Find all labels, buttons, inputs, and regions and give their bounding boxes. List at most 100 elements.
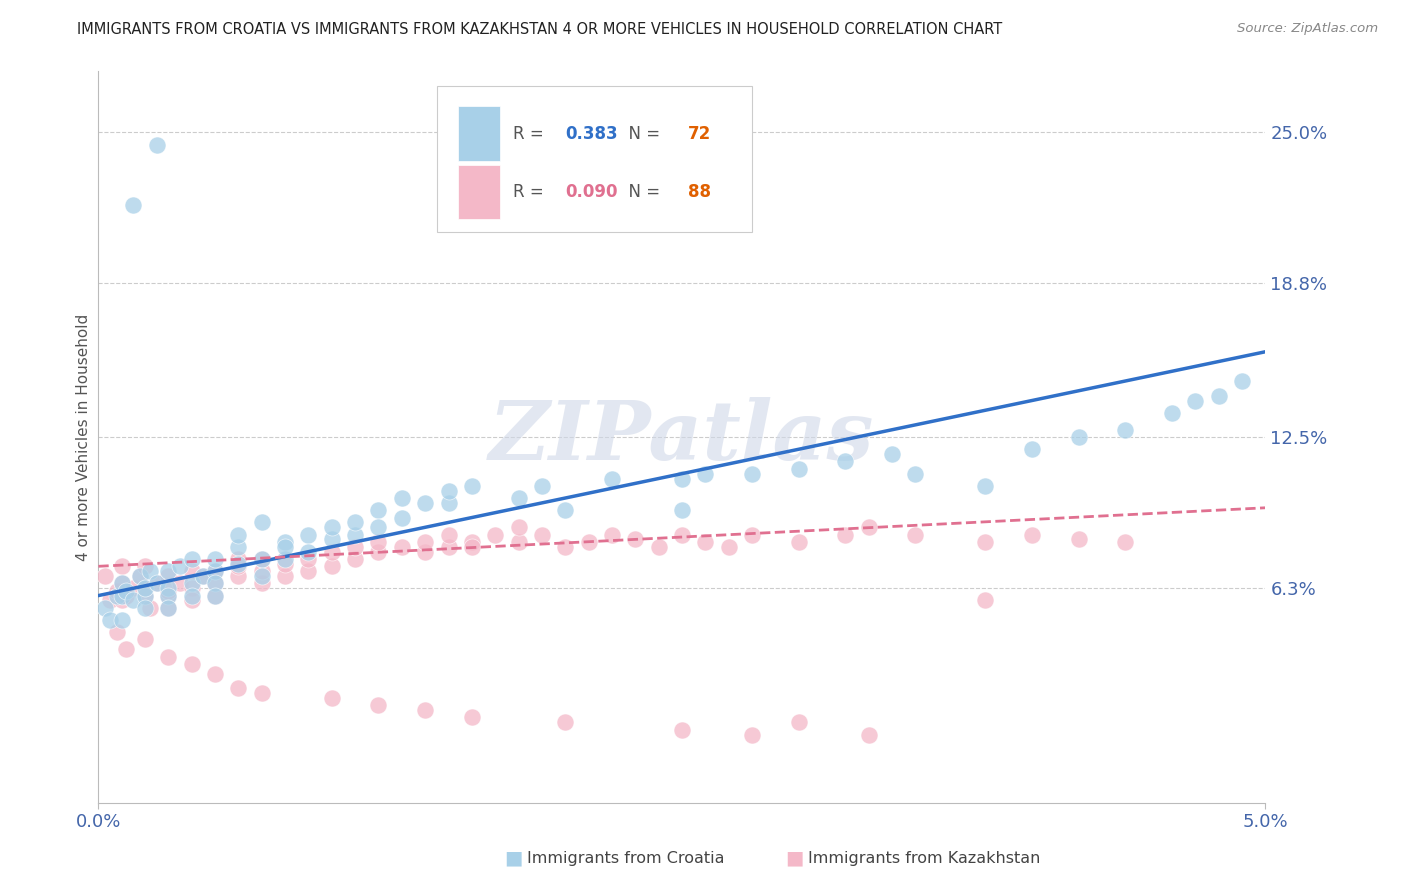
- Point: [250, 552, 273, 566]
- Point: [139, 564, 162, 578]
- Point: [787, 462, 810, 476]
- Point: [180, 589, 202, 603]
- Point: [391, 491, 413, 505]
- Point: [880, 447, 903, 461]
- Point: [111, 559, 134, 574]
- Point: [129, 569, 152, 583]
- Point: [413, 703, 436, 717]
- Point: [98, 593, 121, 607]
- Point: [250, 576, 273, 591]
- Point: [122, 198, 145, 212]
- Point: [228, 569, 250, 583]
- Point: [157, 600, 180, 615]
- Text: ZIPatlas: ZIPatlas: [489, 397, 875, 477]
- Point: [834, 454, 856, 468]
- Point: [321, 520, 343, 534]
- Point: [1067, 430, 1090, 444]
- Point: [134, 581, 156, 595]
- Text: IMMIGRANTS FROM CROATIA VS IMMIGRANTS FROM KAZAKHSTAN 4 OR MORE VEHICLES IN HOUS: IMMIGRANTS FROM CROATIA VS IMMIGRANTS FR…: [77, 22, 1002, 37]
- Point: [204, 564, 226, 578]
- Point: [554, 715, 576, 730]
- Point: [1021, 527, 1043, 541]
- Point: [391, 510, 413, 524]
- Text: Immigrants from Kazakhstan: Immigrants from Kazakhstan: [808, 851, 1040, 865]
- Point: [169, 559, 191, 574]
- FancyBboxPatch shape: [458, 106, 501, 161]
- Point: [647, 540, 669, 554]
- Point: [413, 496, 436, 510]
- Point: [974, 593, 997, 607]
- Point: [367, 698, 389, 713]
- Point: [391, 540, 413, 554]
- Point: [344, 540, 367, 554]
- Point: [250, 552, 273, 566]
- Point: [834, 527, 856, 541]
- Text: 0.383: 0.383: [565, 125, 617, 143]
- Point: [105, 583, 128, 598]
- Point: [111, 576, 134, 591]
- Point: [180, 657, 202, 671]
- Point: [228, 552, 250, 566]
- Point: [974, 479, 997, 493]
- Point: [367, 535, 389, 549]
- Point: [228, 557, 250, 571]
- Point: [578, 535, 600, 549]
- Point: [105, 625, 128, 640]
- Point: [250, 569, 273, 583]
- Point: [671, 527, 693, 541]
- Point: [321, 559, 343, 574]
- Point: [204, 564, 226, 578]
- Point: [671, 503, 693, 517]
- Point: [437, 483, 460, 498]
- Point: [695, 467, 717, 481]
- Point: [624, 533, 647, 547]
- Point: [169, 576, 191, 591]
- Point: [157, 649, 180, 664]
- Point: [228, 559, 250, 574]
- Point: [111, 613, 134, 627]
- Point: [858, 520, 880, 534]
- Point: [671, 471, 693, 485]
- Point: [115, 583, 138, 598]
- Point: [1230, 374, 1253, 388]
- Point: [204, 576, 226, 591]
- Point: [695, 535, 717, 549]
- Text: ■: ■: [503, 848, 523, 868]
- Point: [461, 535, 484, 549]
- Point: [904, 467, 927, 481]
- Point: [228, 681, 250, 696]
- Point: [250, 686, 273, 700]
- Point: [787, 715, 810, 730]
- Text: N =: N =: [617, 183, 665, 201]
- Point: [858, 727, 880, 741]
- Point: [111, 589, 134, 603]
- Point: [157, 569, 180, 583]
- Point: [741, 727, 763, 741]
- Point: [297, 544, 319, 558]
- Text: R =: R =: [513, 125, 548, 143]
- Point: [180, 576, 202, 591]
- Point: [204, 552, 226, 566]
- Point: [94, 600, 117, 615]
- Text: R =: R =: [513, 183, 548, 201]
- Point: [1184, 393, 1206, 408]
- Point: [134, 589, 156, 603]
- Point: [274, 535, 297, 549]
- Point: [321, 690, 343, 705]
- Point: [904, 527, 927, 541]
- Point: [297, 564, 319, 578]
- Point: [461, 710, 484, 724]
- Point: [157, 589, 180, 603]
- Point: [274, 569, 297, 583]
- FancyBboxPatch shape: [437, 86, 752, 232]
- Point: [250, 564, 273, 578]
- Point: [274, 552, 297, 566]
- Point: [1161, 406, 1184, 420]
- Point: [157, 564, 180, 578]
- Point: [530, 479, 553, 493]
- Point: [1114, 423, 1136, 437]
- Point: [122, 593, 145, 607]
- Y-axis label: 4 or more Vehicles in Household: 4 or more Vehicles in Household: [76, 313, 91, 561]
- Point: [741, 527, 763, 541]
- Text: Source: ZipAtlas.com: Source: ZipAtlas.com: [1237, 22, 1378, 36]
